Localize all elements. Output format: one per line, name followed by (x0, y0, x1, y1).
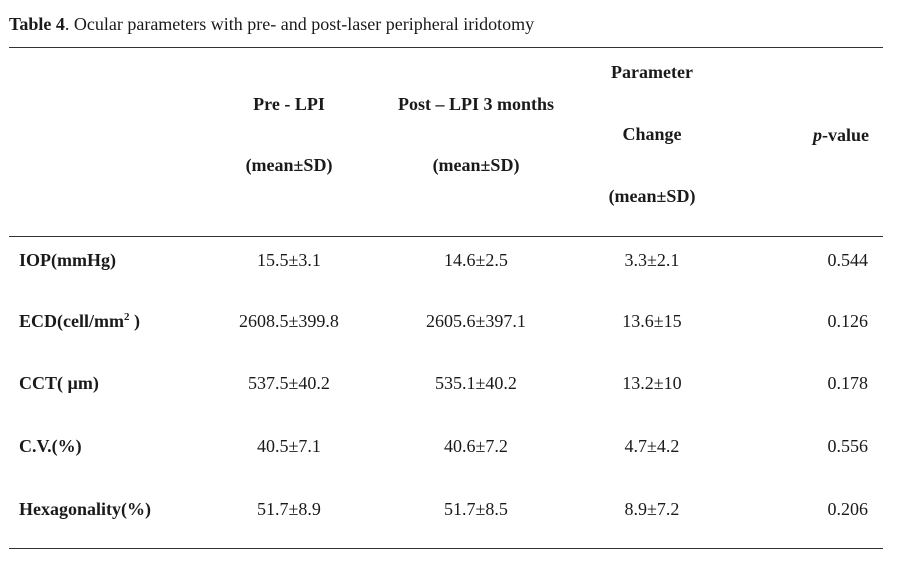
cell-p-value: 0.544 (827, 250, 869, 270)
cell-post-lpi: 14.6±2.5 (444, 250, 508, 270)
cell-parameter-change: 8.9±7.2 (624, 499, 680, 519)
cell-parameter-change: 3.3±2.1 (624, 250, 680, 270)
cell-pre-lpi: 51.7±8.9 (257, 499, 321, 519)
cell-post-lpi: 535.1±40.2 (435, 373, 517, 393)
cell-p-value: 0.206 (827, 499, 869, 519)
cell-p-value: 0.556 (827, 436, 869, 456)
table-caption: Table 4. Ocular parameters with pre- and… (9, 14, 534, 35)
header-pre-lpi-stat: (mean±SD) (245, 155, 333, 175)
header-p-rest: -value (822, 125, 869, 145)
cell-post-lpi: 40.6±7.2 (444, 436, 508, 456)
header-post-lpi-stat: (mean±SD) (432, 155, 520, 175)
header-pre-lpi: Pre - LPI (253, 94, 325, 114)
row-label-text: ECD(cell/mm (19, 311, 124, 331)
cell-post-lpi: 2605.6±397.1 (426, 311, 526, 331)
header-change: Change (622, 124, 682, 144)
cell-pre-lpi: 40.5±7.1 (257, 436, 321, 456)
header-p-italic: p (813, 125, 822, 145)
cell-parameter-change: 4.7±4.2 (624, 436, 680, 456)
header-post-lpi: Post – LPI 3 months (397, 94, 555, 114)
cell-pre-lpi: 15.5±3.1 (257, 250, 321, 270)
row-label-text: C.V.(%) (19, 436, 82, 456)
row-label: Hexagonality(%) (19, 499, 151, 520)
cell-p-value: 0.126 (827, 311, 869, 331)
row-label: ECD(cell/mm2 ) (19, 311, 140, 332)
cell-pre-lpi: 537.5±40.2 (248, 373, 330, 393)
bottom-rule (9, 548, 883, 549)
header-p-value: p-value (813, 125, 869, 146)
cell-parameter-change: 13.2±10 (622, 373, 682, 393)
table-caption-label: Table 4 (9, 14, 65, 34)
row-label: C.V.(%) (19, 436, 82, 457)
header-parameter: Parameter (611, 62, 693, 82)
header-rule (9, 236, 883, 237)
table-caption-text: . Ocular parameters with pre- and post-l… (64, 14, 535, 34)
top-rule (9, 47, 883, 48)
header-change-stat: (mean±SD) (608, 186, 696, 206)
cell-p-value: 0.178 (827, 373, 869, 393)
row-label-superscript: 2 (123, 311, 130, 323)
row-label-text: IOP(mmHg) (19, 250, 116, 270)
row-label: IOP(mmHg) (19, 250, 116, 271)
cell-pre-lpi: 2608.5±399.8 (239, 311, 339, 331)
row-label-suffix: ) (129, 311, 140, 331)
row-label: CCT( µm) (19, 373, 99, 394)
row-label-text: Hexagonality(%) (19, 499, 151, 519)
cell-parameter-change: 13.6±15 (622, 311, 682, 331)
cell-post-lpi: 51.7±8.5 (444, 499, 508, 519)
row-label-text: CCT( µm) (19, 373, 99, 393)
